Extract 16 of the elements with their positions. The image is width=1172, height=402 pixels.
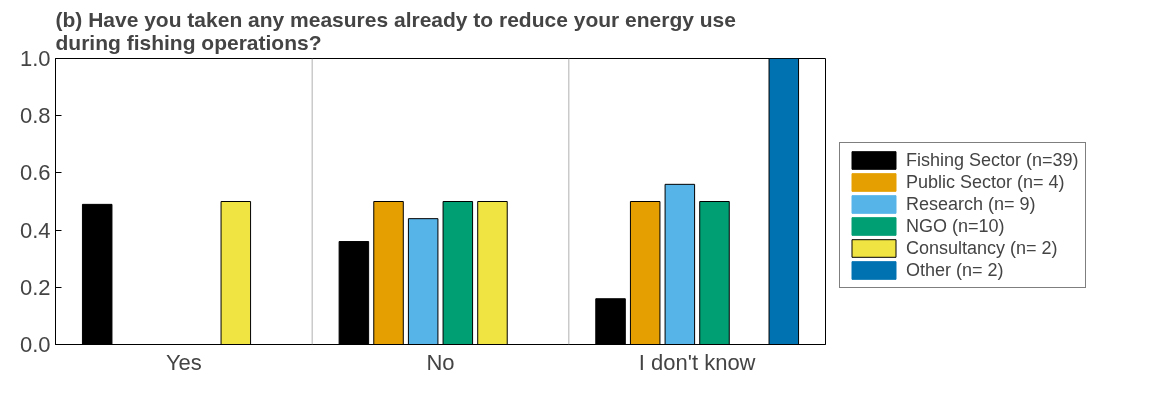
legend-label: Fishing Sector (n=39)	[906, 149, 1079, 171]
legend-label: NGO (n=10)	[906, 215, 1005, 237]
legend-label: Other (n= 2)	[906, 259, 1004, 281]
legend-label: Public Sector (n= 4)	[906, 171, 1065, 193]
y-tick-label: 0.2	[19, 274, 51, 300]
y-tick-label: 0.0	[19, 332, 51, 357]
y-tick-label: 1.0	[19, 46, 51, 71]
chart-title: (b) Have you taken any measures already to reduce your energy use during fishing operations?	[55, 7, 736, 54]
x-tick-label: I don't know	[638, 349, 756, 375]
y-tick-label: 0.6	[19, 160, 51, 186]
y-tick-label: 0.4	[19, 217, 51, 243]
legend-label: Research (n= 9)	[906, 193, 1036, 215]
x-tick-label: No	[426, 349, 455, 375]
legend-label: Consultancy (n= 2)	[906, 237, 1058, 259]
y-tick-label: 0.8	[19, 103, 51, 129]
x-tick-label: Yes	[165, 349, 202, 375]
